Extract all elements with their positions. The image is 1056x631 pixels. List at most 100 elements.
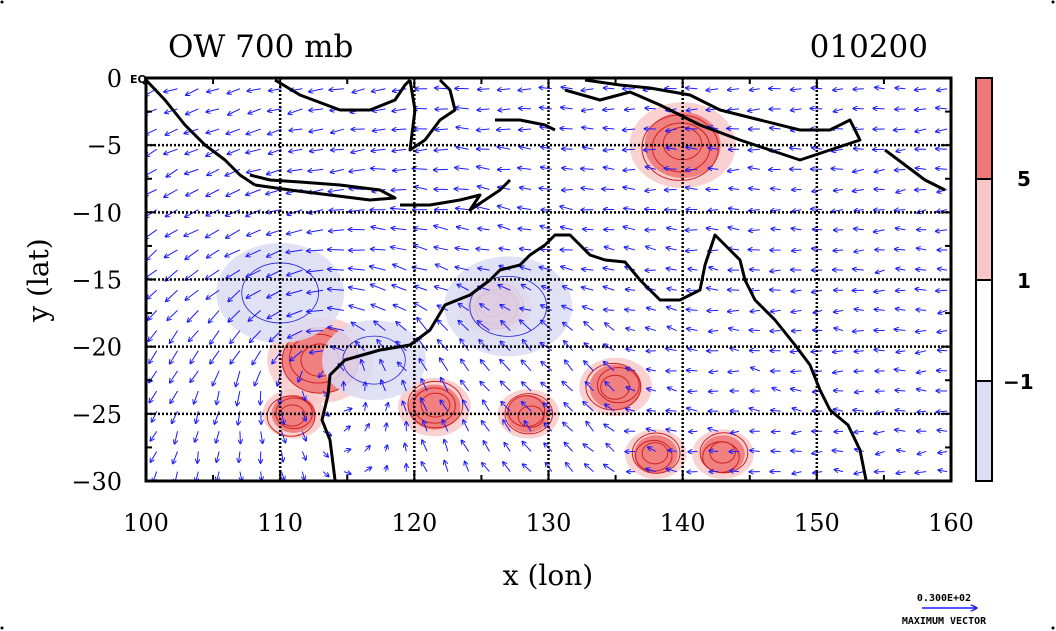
wind-vector-44 bbox=[185, 168, 199, 174]
wind-vector-709 bbox=[876, 270, 885, 273]
y-top-suffix: EQ bbox=[130, 73, 147, 86]
wind-vector-310 bbox=[458, 285, 469, 291]
wind-vector-25 bbox=[164, 189, 178, 197]
x-tick-label-3: 130 bbox=[526, 509, 572, 537]
wind-vector-696 bbox=[853, 410, 864, 411]
wind-vector-319 bbox=[465, 462, 470, 472]
wind-vector-691 bbox=[855, 309, 864, 310]
wind-vector-137 bbox=[281, 431, 286, 442]
wind-vector-133 bbox=[272, 350, 282, 364]
wind-vector-84 bbox=[226, 168, 241, 175]
wind-vector-191 bbox=[328, 308, 344, 310]
x-tick-labels: 100 110 120 130 140 150 160 bbox=[123, 509, 974, 537]
wind-vector-18 bbox=[150, 451, 158, 462]
wind-vector-488 bbox=[646, 247, 656, 251]
colorbar-label-5: 5 bbox=[1017, 167, 1031, 191]
wind-vector-154 bbox=[298, 370, 303, 382]
wind-vector-700 bbox=[875, 87, 885, 88]
wind-vector-162 bbox=[309, 129, 324, 132]
wind-vector-602 bbox=[770, 128, 781, 129]
wind-vector-367 bbox=[518, 229, 532, 230]
wind-vector-270 bbox=[415, 286, 428, 291]
wind-vector-94 bbox=[236, 370, 241, 386]
wind-vector-637 bbox=[792, 431, 802, 433]
wind-vector-749 bbox=[916, 269, 927, 270]
wind-vector-455 bbox=[605, 382, 615, 392]
wind-vector-589 bbox=[750, 270, 760, 271]
wind-vector-596 bbox=[750, 408, 760, 411]
wind-vector-725 bbox=[896, 189, 906, 192]
wind-vector-36 bbox=[172, 410, 178, 423]
wind-vector-77 bbox=[216, 431, 220, 442]
wind-vector-706 bbox=[874, 210, 885, 211]
wind-vector-724 bbox=[895, 169, 906, 170]
wind-vector-306 bbox=[456, 208, 469, 209]
wind-vector-666 bbox=[832, 210, 844, 212]
wind-vector-521 bbox=[687, 109, 698, 111]
wind-vector-351 bbox=[500, 305, 511, 311]
wind-vector-609 bbox=[770, 270, 781, 271]
wind-vector-111 bbox=[249, 310, 262, 320]
wind-vector-110 bbox=[247, 289, 261, 298]
wind-vector-364 bbox=[518, 168, 532, 169]
colorbar-band-mid-high bbox=[975, 178, 993, 281]
wind-vector-27 bbox=[166, 229, 178, 237]
wind-vector-197 bbox=[343, 426, 350, 432]
wind-vector-167 bbox=[308, 229, 324, 233]
wind-vector-119 bbox=[261, 471, 262, 481]
wind-vector-415 bbox=[562, 382, 573, 392]
wind-vector-572 bbox=[729, 328, 740, 330]
wind-vector-340 bbox=[498, 89, 511, 90]
wind-vector-185 bbox=[329, 189, 344, 191]
wind-vector-594 bbox=[751, 368, 760, 372]
wind-vector-98 bbox=[239, 451, 240, 462]
wind-vector-528 bbox=[686, 250, 698, 251]
wind-vector-31 bbox=[167, 310, 178, 320]
wind-vector-504 bbox=[665, 168, 677, 169]
wind-vector-379 bbox=[523, 464, 532, 472]
wind-vector-441 bbox=[603, 109, 615, 110]
wind-vector-292 bbox=[438, 320, 449, 331]
wind-vector-701 bbox=[874, 108, 885, 109]
wind-vector-122 bbox=[268, 128, 282, 134]
axis-ticks bbox=[145, 77, 952, 482]
wind-vector-152 bbox=[288, 330, 303, 338]
wind-vector-472 bbox=[626, 328, 636, 330]
wind-vector-186 bbox=[330, 210, 344, 211]
y-axis-label: y (lat) bbox=[22, 238, 55, 322]
wind-vector-720 bbox=[895, 88, 906, 89]
wind-vector-435 bbox=[586, 382, 594, 392]
wind-vector-363 bbox=[520, 147, 532, 150]
wind-vector-193 bbox=[332, 346, 345, 352]
wind-vector-607 bbox=[771, 229, 781, 230]
wind-vector-742 bbox=[915, 129, 927, 132]
feature-positive-5 bbox=[692, 429, 754, 479]
wind-vector-187 bbox=[329, 230, 344, 231]
wind-vector-380 bbox=[539, 87, 552, 88]
wind-vector-307 bbox=[457, 227, 469, 231]
wind-vector-150 bbox=[287, 289, 303, 294]
wind-vector-512 bbox=[668, 327, 677, 332]
wind-vector-55 bbox=[194, 390, 199, 404]
wind-vector-271 bbox=[414, 303, 428, 311]
x-tick-label-5: 150 bbox=[794, 509, 840, 537]
wind-vector-448 bbox=[605, 247, 615, 251]
coast-moluccas bbox=[495, 118, 556, 132]
wind-vector-520 bbox=[686, 88, 698, 89]
wind-vector-779 bbox=[939, 470, 948, 472]
wind-vector-320 bbox=[478, 89, 490, 90]
wind-vector-196 bbox=[343, 409, 352, 412]
wind-vector-168 bbox=[307, 250, 324, 251]
wind-vector-345 bbox=[498, 187, 511, 189]
wind-vector-695 bbox=[855, 391, 864, 392]
wind-vector-557 bbox=[708, 428, 719, 431]
wind-vector-565 bbox=[729, 188, 740, 189]
wind-vector-325 bbox=[478, 186, 490, 190]
wind-vector-161 bbox=[309, 109, 324, 111]
wind-vector-445 bbox=[602, 189, 615, 190]
wind-vector-616 bbox=[771, 410, 781, 411]
wind-vector-277 bbox=[423, 421, 428, 432]
wind-vector-400 bbox=[562, 87, 573, 89]
wind-vector-157 bbox=[301, 431, 306, 440]
wind-vector-727 bbox=[896, 228, 906, 230]
